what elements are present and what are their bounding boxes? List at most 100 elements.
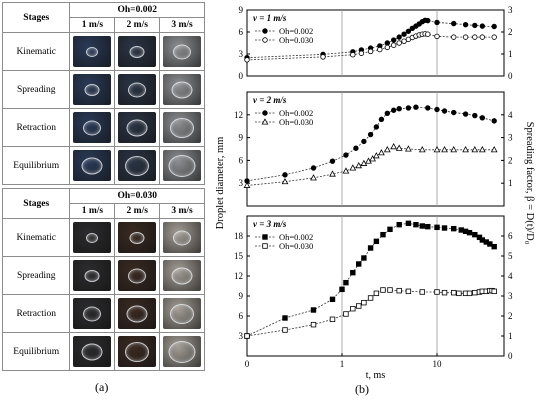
series-line	[246, 19, 495, 59]
legend-label: Oh=0.002	[279, 232, 313, 242]
data-point	[405, 105, 412, 111]
photo-cell	[114, 108, 161, 147]
data-point	[329, 316, 336, 323]
speed-header: 3 m/s	[159, 17, 205, 33]
data-point	[343, 311, 349, 317]
droplet-photo	[118, 36, 157, 67]
data-point	[451, 225, 457, 232]
data-point	[450, 146, 458, 153]
data-point	[367, 245, 374, 251]
data-point	[387, 287, 393, 293]
droplet-photo	[118, 74, 157, 105]
y-tick-label: 18	[234, 231, 244, 241]
data-point	[434, 224, 440, 231]
data-point	[433, 146, 441, 153]
y2-tick-label: 5	[508, 251, 513, 261]
photo-cell	[114, 70, 161, 109]
data-point	[405, 28, 412, 34]
droplet-photo	[163, 112, 202, 143]
data-point	[434, 106, 440, 113]
legend-marker	[262, 234, 268, 240]
photo-cell	[159, 70, 205, 109]
photo-cell	[159, 218, 205, 257]
stage-label: Kinematic	[1, 32, 71, 71]
data-point	[472, 34, 478, 40]
table-row: Kinematic	[1, 32, 205, 71]
plot-frame	[246, 215, 505, 357]
legend-marker	[262, 37, 268, 43]
table-row: Equilibrium	[1, 146, 205, 185]
data-point	[373, 124, 380, 130]
droplet-photo	[163, 36, 202, 67]
data-point	[390, 37, 397, 43]
y-tick-label: 3	[239, 331, 244, 341]
legend-marker	[262, 28, 268, 34]
y2-tick-label: 3	[508, 5, 513, 15]
data-point	[310, 321, 317, 328]
data-point	[451, 34, 457, 40]
data-point	[466, 290, 473, 297]
droplet-shape	[168, 340, 196, 363]
data-point	[361, 138, 367, 145]
data-point	[479, 34, 486, 40]
data-point	[491, 34, 497, 40]
droplet-shape	[83, 120, 102, 135]
data-point	[310, 165, 317, 171]
y-tick-label: 12	[234, 271, 243, 281]
droplet-photo	[73, 260, 112, 291]
data-point	[390, 142, 398, 150]
droplet-photo	[163, 260, 202, 291]
photo-cell	[69, 332, 116, 371]
data-point	[244, 57, 250, 63]
photo-cell	[159, 32, 205, 71]
data-point	[434, 33, 440, 40]
droplet-photo	[73, 298, 112, 329]
stages-header: Stages	[1, 2, 71, 33]
stage-table-1: Stages Oh=0.002 1 m/s 2 m/s 3 m/s Kinematic Sp…	[1, 2, 205, 185]
droplet-shape	[125, 341, 150, 362]
data-point	[367, 131, 374, 138]
data-point	[419, 289, 425, 295]
legend-label: Oh=0.002	[279, 26, 313, 36]
data-point	[384, 44, 391, 51]
data-point	[310, 307, 317, 313]
photo-cell	[69, 256, 116, 295]
speed-header: 1 m/s	[69, 17, 116, 33]
data-point	[343, 279, 349, 286]
data-point	[462, 146, 469, 153]
y-tick-label: 3	[239, 49, 244, 59]
data-point	[462, 34, 469, 40]
data-point	[425, 223, 431, 230]
y2-tick-label: 6	[508, 231, 513, 241]
data-point	[441, 225, 448, 231]
data-point	[441, 289, 448, 296]
droplet-shape	[173, 230, 192, 245]
data-point	[380, 287, 386, 293]
y-tick-label: 9	[239, 133, 244, 143]
data-point	[361, 255, 367, 261]
droplet-shape	[173, 44, 192, 59]
data-point	[358, 50, 365, 56]
data-point	[343, 152, 349, 158]
y2-tick-label: 0	[508, 71, 513, 81]
photo-cell	[159, 108, 205, 147]
stage-label: Kinematic	[1, 218, 71, 257]
data-point	[451, 289, 457, 296]
data-point	[458, 227, 464, 233]
photo-cell	[159, 146, 205, 185]
data-point	[367, 295, 374, 301]
photo-cell	[114, 218, 161, 257]
x-tick-label: 0	[245, 359, 250, 369]
data-point	[369, 155, 376, 162]
data-point	[425, 105, 431, 111]
legend-label: Oh=0.030	[279, 117, 313, 127]
data-point	[405, 145, 412, 152]
photo-cell	[114, 32, 161, 71]
table-row: Spreading	[1, 70, 205, 109]
data-point	[396, 40, 402, 46]
panel-title: v = 3 m/s	[253, 219, 287, 229]
photo-cell	[69, 146, 116, 185]
data-point	[339, 286, 345, 293]
legend-marker	[262, 243, 268, 249]
data-point	[425, 17, 431, 24]
